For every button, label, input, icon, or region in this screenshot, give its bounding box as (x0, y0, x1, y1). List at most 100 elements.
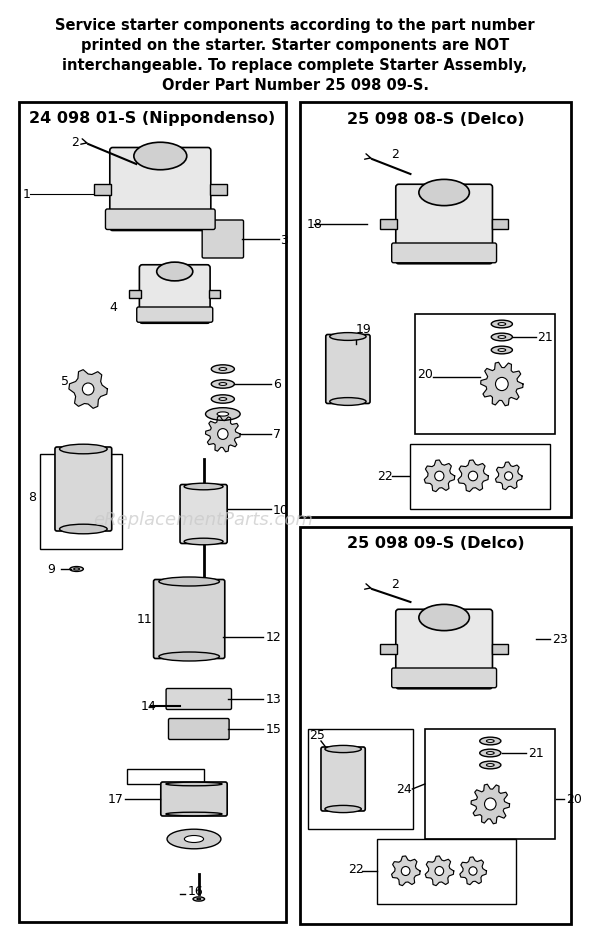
Ellipse shape (435, 471, 444, 482)
FancyBboxPatch shape (202, 221, 244, 259)
Text: 25 098 09-S (Delco): 25 098 09-S (Delco) (347, 536, 525, 551)
Ellipse shape (60, 445, 107, 454)
Text: 25: 25 (309, 728, 325, 742)
Text: 2: 2 (391, 578, 399, 591)
Bar (411, 445, 550, 509)
Ellipse shape (435, 866, 444, 876)
Ellipse shape (419, 180, 470, 207)
Text: 21: 21 (537, 331, 553, 344)
Ellipse shape (219, 368, 227, 371)
Polygon shape (69, 370, 107, 409)
Text: 23: 23 (552, 633, 568, 645)
Text: 11: 11 (136, 613, 152, 625)
Ellipse shape (166, 812, 222, 816)
FancyBboxPatch shape (153, 580, 225, 659)
Ellipse shape (496, 378, 508, 391)
Ellipse shape (486, 752, 494, 755)
Text: 8: 8 (28, 491, 37, 504)
Bar (491, 645, 508, 655)
Ellipse shape (469, 867, 477, 875)
Text: 3: 3 (281, 233, 289, 247)
Ellipse shape (498, 324, 506, 326)
Ellipse shape (330, 333, 366, 341)
Bar (307, 729, 414, 829)
Text: 22: 22 (348, 863, 363, 876)
Bar (377, 839, 516, 904)
FancyBboxPatch shape (110, 149, 211, 231)
Text: 1: 1 (23, 188, 31, 201)
FancyBboxPatch shape (396, 185, 493, 265)
Ellipse shape (480, 749, 501, 757)
Ellipse shape (166, 783, 222, 786)
Polygon shape (471, 784, 510, 823)
Ellipse shape (419, 605, 470, 631)
Bar (94, 185, 110, 195)
Text: 12: 12 (265, 631, 281, 644)
Ellipse shape (70, 567, 83, 572)
Text: 21: 21 (528, 746, 543, 760)
Ellipse shape (74, 568, 80, 570)
Text: 20: 20 (566, 793, 582, 805)
FancyBboxPatch shape (137, 307, 213, 323)
Text: 18: 18 (307, 218, 322, 231)
Text: 25 098 08-S (Delco): 25 098 08-S (Delco) (347, 111, 525, 127)
Ellipse shape (205, 408, 240, 421)
Ellipse shape (491, 334, 513, 342)
FancyBboxPatch shape (392, 244, 497, 264)
Ellipse shape (219, 384, 227, 386)
FancyBboxPatch shape (161, 783, 227, 816)
Text: 22: 22 (377, 470, 392, 483)
Ellipse shape (218, 429, 228, 440)
Text: interchangeable. To replace complete Starter Assembly,: interchangeable. To replace complete Sta… (63, 58, 527, 73)
Ellipse shape (468, 471, 477, 482)
Text: 13: 13 (265, 693, 281, 705)
Ellipse shape (219, 398, 227, 401)
Text: printed on the starter. Starter components are NOT: printed on the starter. Starter componen… (81, 38, 509, 53)
Text: 19: 19 (356, 323, 371, 336)
Ellipse shape (60, 525, 107, 534)
Polygon shape (205, 417, 240, 452)
Bar (127, 769, 204, 784)
Ellipse shape (134, 143, 187, 170)
Text: 6: 6 (273, 378, 281, 391)
Ellipse shape (193, 897, 205, 902)
Ellipse shape (167, 829, 221, 849)
Text: 5: 5 (61, 375, 69, 388)
FancyBboxPatch shape (180, 485, 227, 544)
Text: 7: 7 (273, 428, 281, 441)
Ellipse shape (217, 412, 228, 417)
Polygon shape (481, 363, 523, 407)
Text: 24: 24 (396, 783, 412, 796)
Text: 20: 20 (417, 368, 433, 381)
FancyBboxPatch shape (106, 209, 215, 230)
Text: 24 098 01-S (Nippondenso): 24 098 01-S (Nippondenso) (30, 111, 276, 127)
Polygon shape (424, 461, 455, 492)
Text: 14: 14 (141, 700, 157, 713)
FancyBboxPatch shape (169, 719, 229, 740)
Bar (300, 527, 571, 924)
Ellipse shape (211, 366, 234, 374)
Bar (425, 729, 555, 839)
Bar (210, 185, 227, 195)
Ellipse shape (211, 395, 234, 404)
Ellipse shape (401, 866, 410, 876)
Ellipse shape (159, 578, 219, 586)
Polygon shape (392, 856, 420, 885)
Ellipse shape (498, 349, 506, 352)
Bar (40, 454, 122, 549)
Ellipse shape (211, 381, 234, 388)
Ellipse shape (184, 836, 204, 843)
Ellipse shape (330, 398, 366, 406)
Ellipse shape (159, 652, 219, 662)
Ellipse shape (504, 472, 513, 481)
FancyBboxPatch shape (396, 609, 493, 689)
Bar (491, 220, 508, 230)
Polygon shape (458, 461, 489, 492)
Text: 15: 15 (265, 723, 281, 736)
Ellipse shape (157, 263, 193, 282)
Text: Order Part Number 25 098 09-S.: Order Part Number 25 098 09-S. (162, 78, 428, 93)
Text: 2: 2 (391, 149, 399, 161)
Ellipse shape (83, 384, 94, 396)
Ellipse shape (480, 738, 501, 745)
Bar (300, 103, 571, 518)
